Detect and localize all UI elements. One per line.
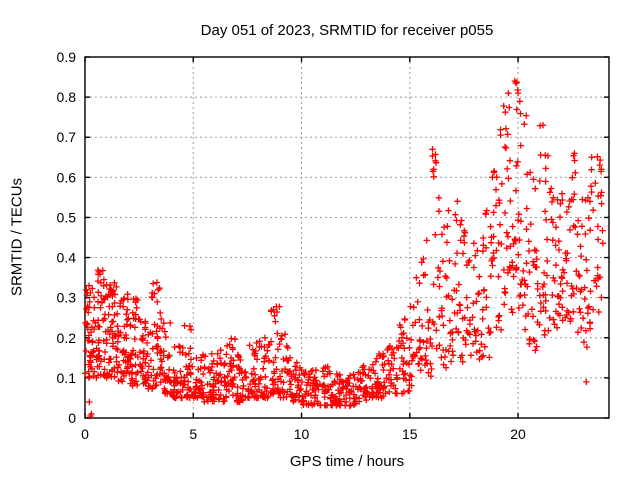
chart-title: Day 051 of 2023, SRMTID for receiver p05… (200, 22, 494, 39)
x-tick-label: 10 (294, 426, 310, 442)
data-points (82, 77, 606, 420)
tick-labels: 0 0.1 0.2 0.3 0.4 0.5 0.6 0.7 0.8 0.9 0 5 10 15 20 (57, 49, 527, 442)
y-tick-label: 0.6 (57, 169, 77, 185)
grid-lines (85, 57, 609, 418)
x-tick-label: 0 (81, 426, 89, 442)
x-tick-label: 15 (402, 426, 418, 442)
y-tick-label: 0.2 (57, 330, 77, 346)
x-axis-label: GPS time / hours (289, 453, 405, 470)
x-tick-label: 20 (510, 426, 526, 442)
y-tick-label: 0.9 (57, 49, 77, 65)
y-tick-label: 0.7 (57, 129, 77, 145)
y-tick-label: 0.5 (57, 209, 77, 225)
y-tick-label: 0.1 (57, 370, 77, 386)
x-tick-label: 5 (189, 426, 197, 442)
y-tick-label: 0.4 (57, 250, 77, 266)
y-tick-label: 0 (68, 410, 76, 426)
y-tick-label: 0.8 (57, 89, 77, 105)
axes-frame (84, 56, 610, 419)
y-tick-label: 0.3 (57, 290, 77, 306)
